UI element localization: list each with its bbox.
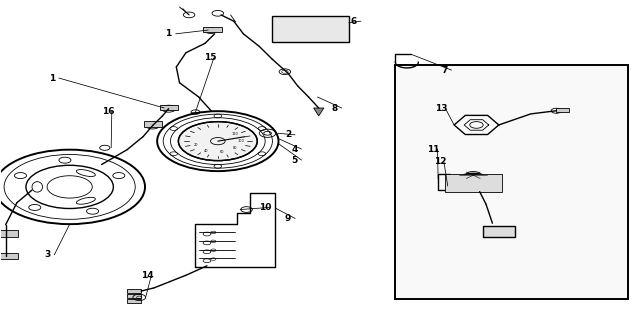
Text: 1: 1	[166, 29, 172, 38]
Text: 13: 13	[435, 104, 447, 113]
Bar	[396, 65, 628, 299]
Bar	[272, 16, 349, 42]
Text: 100: 100	[237, 139, 244, 143]
Text: 7: 7	[442, 66, 448, 74]
Text: 2: 2	[285, 130, 291, 139]
Text: 60: 60	[220, 150, 224, 154]
Text: 6: 6	[351, 17, 357, 26]
Text: 16: 16	[102, 107, 114, 116]
Polygon shape	[314, 108, 324, 116]
Bar	[556, 107, 569, 112]
Text: 3: 3	[44, 250, 51, 259]
Text: 4: 4	[291, 145, 298, 153]
Text: 20: 20	[194, 143, 198, 147]
Text: 1: 1	[49, 74, 55, 82]
Bar	[160, 105, 177, 110]
Text: 40: 40	[204, 149, 209, 153]
Bar	[0, 253, 19, 260]
Text: 120: 120	[232, 132, 239, 136]
Text: 5: 5	[291, 156, 298, 165]
Bar	[0, 230, 19, 237]
Bar	[127, 299, 141, 303]
Circle shape	[179, 122, 257, 161]
Text: 14: 14	[141, 271, 154, 280]
Text: 12: 12	[434, 157, 446, 166]
Circle shape	[456, 173, 491, 191]
Bar	[144, 121, 162, 127]
Bar	[127, 294, 141, 298]
Text: 8: 8	[332, 104, 338, 113]
Bar	[203, 27, 222, 32]
Bar	[438, 174, 450, 190]
Text: 80: 80	[233, 146, 237, 151]
Text: 10: 10	[259, 203, 272, 212]
Text: 15: 15	[204, 53, 216, 62]
Text: 11: 11	[428, 145, 440, 153]
Text: 9: 9	[285, 214, 291, 223]
Bar	[127, 288, 141, 293]
Bar	[483, 226, 515, 237]
Bar	[445, 174, 502, 192]
